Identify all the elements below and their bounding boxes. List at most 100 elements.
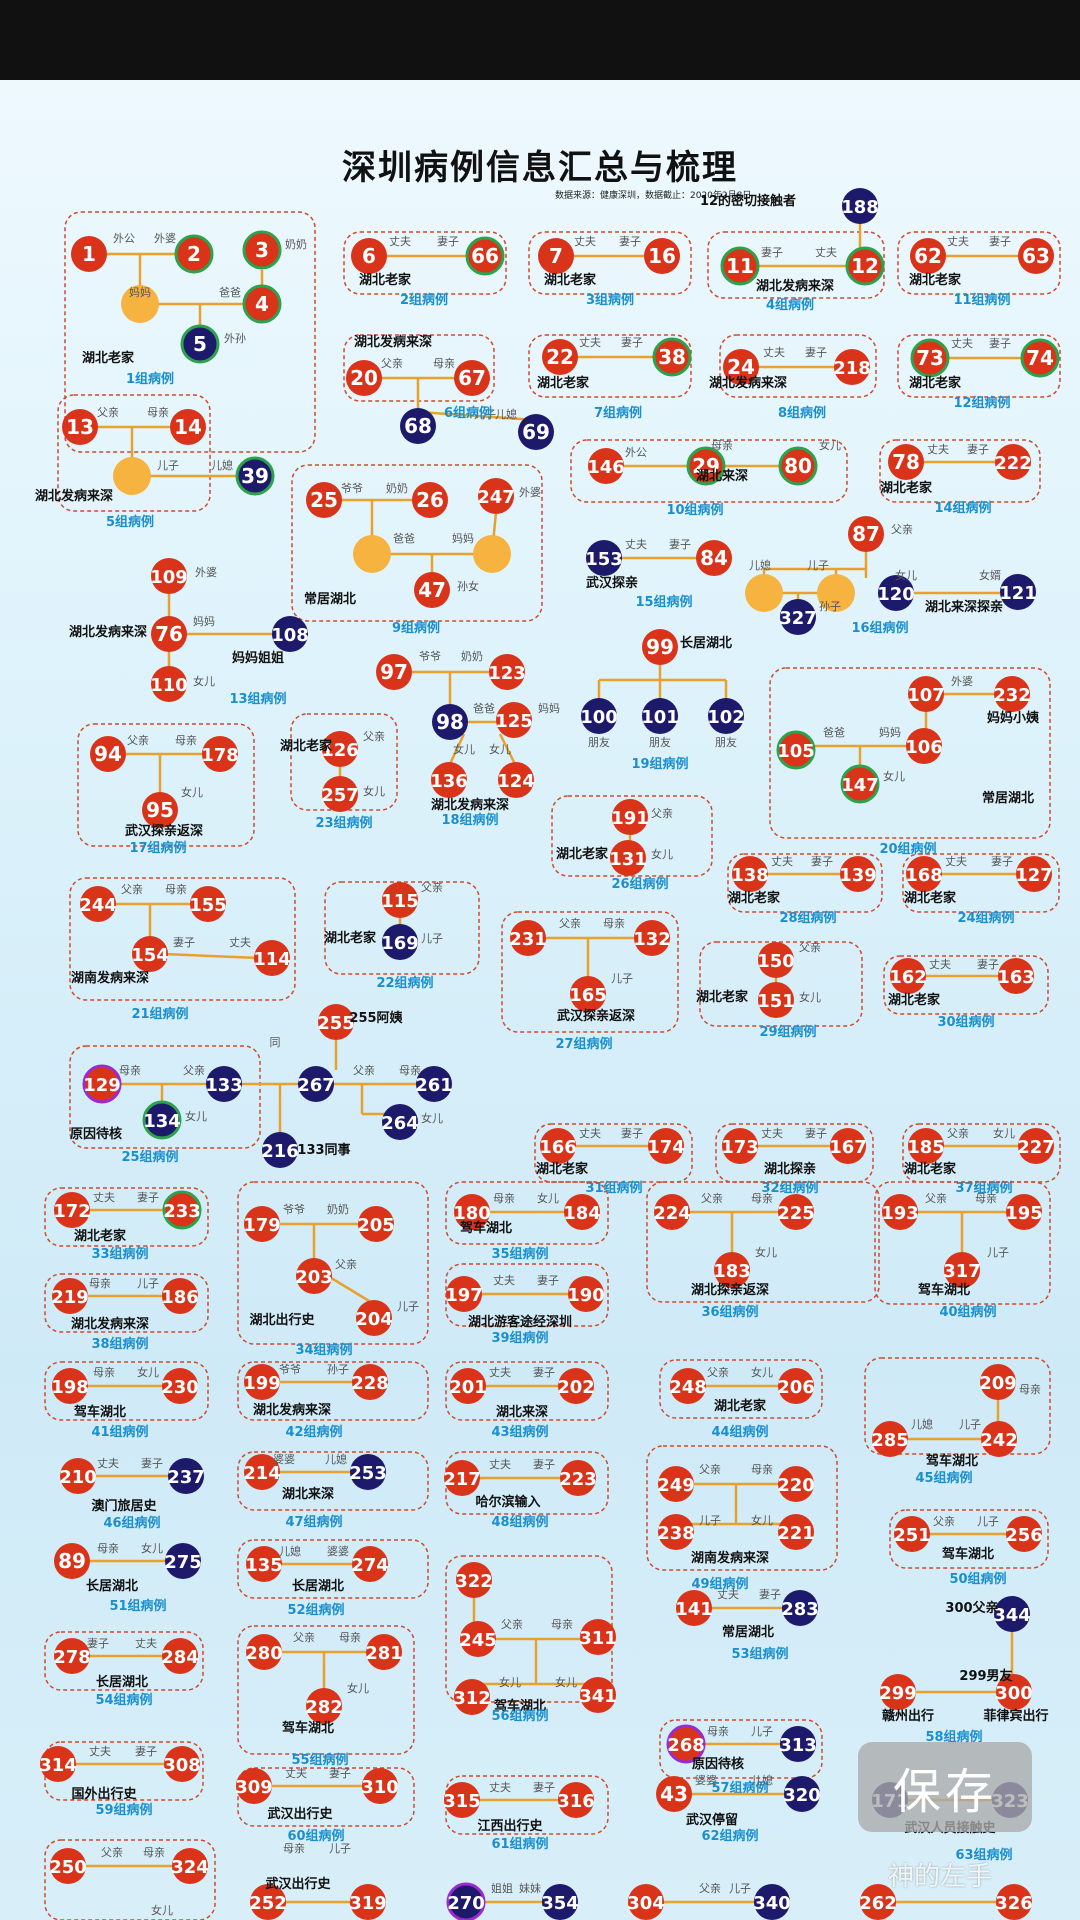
case-node-circle [362,1768,398,1804]
group-label: 17组病例 [129,840,186,856]
relation-label: 妻子 [533,1366,555,1379]
case-number: 249 [657,1475,695,1496]
case-node: 278 [53,1638,91,1674]
relation-label: 女儿 [363,784,385,798]
case-node: 133 [205,1066,243,1102]
case-number: 299 [879,1683,917,1704]
group-note: 长居湖北 [680,635,732,651]
case-number: 43 [660,1782,688,1806]
group-label: 49组病例 [691,1576,748,1592]
relation-label: 奶奶 [386,481,408,495]
relation-label: 儿子 [987,1246,1009,1259]
case-node: 341 [579,1677,617,1713]
case-node: 105 [776,730,816,770]
case-node: 264 [381,1104,419,1140]
case-number: 7 [549,244,563,268]
relation-label: 丈夫 [285,1767,307,1780]
relation-label: 爷爷 [283,1202,305,1216]
group-label: 22组病例 [376,975,433,991]
case-number: 198 [51,1377,89,1398]
case-node: 270 [446,1882,486,1920]
case-node: 39 [235,456,275,496]
case-number: 340 [753,1893,791,1914]
case-node-circle [994,676,1030,712]
case-node: 135 [245,1546,283,1582]
save-button[interactable]: 保存 [858,1742,1032,1832]
group-label: 14组病例 [934,500,991,516]
relation-label: 父亲 [799,940,821,954]
case-node-circle [431,762,467,798]
case-node-circle [1020,338,1060,378]
case-node: 232 [993,676,1031,712]
case-node-circle [162,1638,198,1674]
relation-label: 妈妈 [879,725,901,739]
group-label: 58组病例 [925,1729,982,1745]
case-node-circle [82,1064,122,1104]
case-node-circle [894,1516,930,1552]
case-node: 126 [321,731,359,767]
relation-label: 母亲 [97,1541,119,1555]
case-node: 228 [351,1364,389,1400]
case-node-circle [446,1882,486,1920]
group-label: 42组病例 [285,1424,342,1440]
case-number: 172 [53,1201,91,1222]
case-number: 155 [189,895,227,916]
group-note: 湖北发病来深 [756,278,834,294]
case-node-circle [382,924,418,960]
case-node-circle [40,1746,76,1782]
group-note: 妈妈小姨 [987,710,1040,726]
case-node-circle [242,230,282,270]
group-note: 长居湖北 [292,1578,344,1594]
case-node: 205 [357,1206,395,1242]
case-number: 106 [905,737,943,758]
group-label: 11组病例 [953,292,1010,308]
case-node: 62 [910,238,946,274]
group-note: 驾车湖北 [926,1453,978,1469]
relation-label: 女儿 [755,1245,777,1259]
group-note: 原因待核 [70,1126,122,1142]
case-number: 354 [541,1893,579,1914]
case-node-circle [296,1258,332,1294]
group-frame [445,1263,609,1327]
case-node-circle [834,349,870,385]
case-number: 135 [245,1555,283,1576]
case-node-circle [778,1194,814,1230]
case-node: 5 [180,324,220,364]
case-node-circle [686,446,726,486]
case-node-circle [206,1066,242,1102]
case-node: 151 [757,982,795,1018]
relation-label: 女儿 [181,785,203,799]
case-node-circle [162,1368,198,1404]
case-number: 308 [163,1755,201,1776]
case-node: 185 [907,1128,945,1164]
relation-line [498,733,518,767]
case-node: 197 [445,1276,483,1312]
relation-label: 姐姐 [491,1881,513,1895]
relation-label: 爷爷 [279,1362,301,1376]
relation-label: 丈夫 [763,346,785,359]
case-node: 115 [381,882,419,918]
case-node: 80 [778,446,818,486]
group-label: 26组病例 [611,876,668,892]
group-frame [237,1451,429,1511]
case-node-circle [358,1206,394,1242]
case-number: 115 [381,891,419,912]
relation-label: 妻子 [135,1745,157,1758]
group-label: 19组病例 [631,756,688,772]
case-node: 250 [49,1848,87,1884]
group-label: 35组病例 [491,1246,548,1262]
group-frame [237,1767,415,1827]
case-number: 285 [871,1430,909,1451]
group-note: 湖北发病来深 [253,1402,331,1418]
case-number: 109 [150,567,188,588]
group-label: 39组病例 [491,1330,548,1346]
